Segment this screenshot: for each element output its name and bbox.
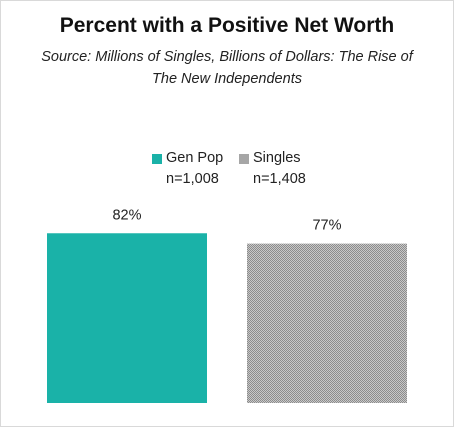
legend-n-gen-pop: n=1,008: [166, 171, 219, 187]
chart-title: Percent with a Positive Net Worth: [59, 14, 395, 37]
chart-subtitle: Source: Millions of Singles, Billions of…: [41, 49, 413, 87]
legend-swatch-gen-pop: [152, 154, 162, 164]
legend-swatch-singles: [239, 154, 249, 164]
bar-gen-pop: [47, 233, 207, 403]
data-label-singles: 77%: [312, 218, 341, 234]
legend-label-gen-pop: Gen Pop: [166, 150, 224, 166]
data-label-gen-pop: 82%: [112, 207, 141, 223]
legend-label-singles: Singles: [253, 150, 301, 166]
bar-singles: [247, 243, 407, 403]
legend-n-singles: n=1,408: [253, 171, 306, 187]
